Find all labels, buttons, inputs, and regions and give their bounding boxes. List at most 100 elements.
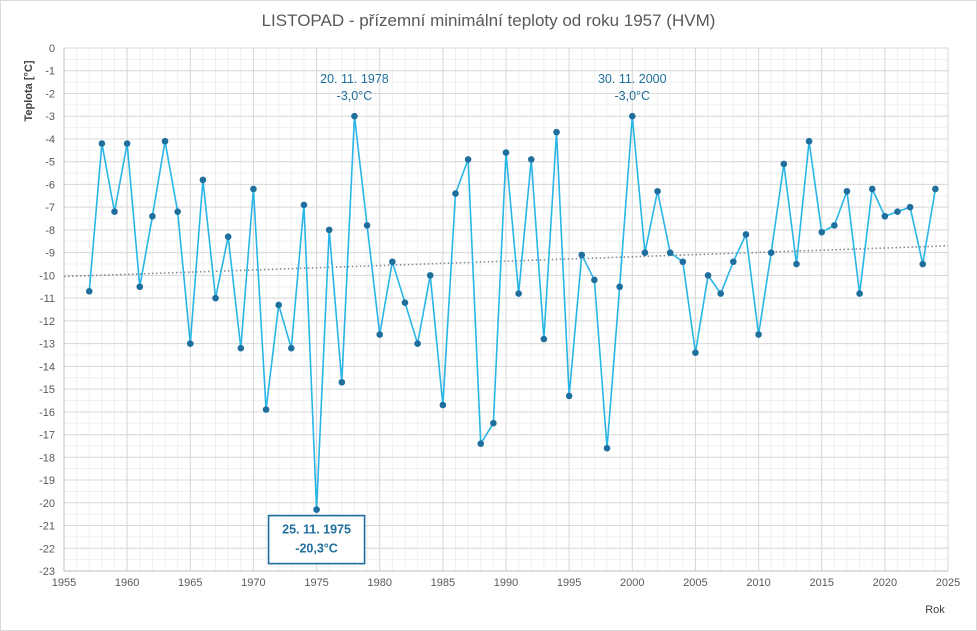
data-point [767, 249, 775, 256]
data-point [793, 260, 800, 268]
y-tick-label: -12 [39, 316, 55, 328]
data-point [351, 112, 358, 120]
data-point [250, 185, 257, 193]
data-point [275, 301, 282, 309]
data-point [338, 378, 346, 386]
chart-title: LISTOPAD - přízemní minimální teploty od… [261, 11, 716, 30]
data-point [426, 272, 434, 279]
data-point [98, 140, 106, 147]
x-tick-label: 2010 [746, 577, 770, 589]
y-tick-label: -3 [45, 111, 55, 123]
x-tick-label: 1970 [241, 577, 265, 589]
data-point [300, 201, 308, 209]
y-tick-label: 0 [49, 43, 55, 55]
data-point [376, 331, 384, 338]
data-point [186, 340, 194, 347]
data-point [149, 212, 156, 220]
data-point [325, 226, 333, 234]
data-point [818, 228, 826, 236]
x-axis-title: Rok [925, 604, 945, 616]
data-point [553, 128, 560, 136]
x-tick-label: 2020 [873, 577, 897, 589]
y-axis-title: Teplota [°C] [23, 60, 35, 121]
axes: 1955 1960 1965 1970 1975 1980 1985 1990 1995 2000… [39, 43, 960, 589]
data-point [262, 406, 270, 413]
data-point [111, 208, 118, 216]
x-tick-label: 2000 [620, 577, 644, 589]
data-point [856, 290, 863, 297]
y-tick-label: -11 [40, 293, 55, 305]
data-point [389, 258, 396, 266]
y-tick-label: -17 [39, 430, 55, 442]
data-point [123, 140, 131, 147]
y-tick-label: -6 [45, 179, 55, 191]
grid [63, 47, 949, 572]
data-point [843, 187, 851, 195]
annotation-label: -3,0°C [614, 89, 650, 103]
data-point [666, 249, 674, 256]
data-point [894, 208, 901, 216]
annotations: 20. 11. 1978 -3,0°C 30. 11. 2000 -3,0°C 25. … [267, 72, 667, 565]
data-point [363, 222, 371, 229]
annotation-label: 30. 11. 2000 [598, 72, 667, 86]
data-point [212, 294, 219, 302]
y-tick-label: -16 [39, 407, 55, 419]
y-tick-label: -9 [45, 248, 55, 260]
data-point [452, 190, 459, 197]
x-tick-label: 1980 [367, 577, 391, 589]
data-point [414, 340, 421, 347]
data-point [288, 344, 295, 352]
y-tick-label: -10 [39, 270, 55, 282]
data-point [742, 231, 750, 238]
y-tick-label: -19 [39, 475, 55, 487]
data-point [464, 156, 472, 163]
annotation-label: 25. 11. 1975 [282, 523, 351, 537]
y-tick-label: -4 [45, 134, 55, 146]
annotation-label: -20,3°C [295, 542, 338, 556]
data-point [161, 137, 169, 145]
data-point [717, 290, 724, 297]
data-point [881, 212, 889, 220]
data-point [85, 288, 93, 295]
data-point [654, 187, 661, 195]
data-point [490, 419, 497, 427]
data-point [603, 444, 611, 452]
data-point [591, 276, 598, 284]
data-point [780, 160, 788, 168]
y-tick-label: -14 [39, 361, 55, 373]
series-line [88, 115, 937, 511]
data-point [679, 258, 687, 266]
data-point [932, 185, 939, 193]
data-point [831, 222, 838, 229]
data-point [515, 290, 522, 297]
data-point [199, 176, 207, 184]
data-point [616, 283, 623, 291]
annotation-box [267, 514, 366, 565]
data-point [692, 349, 699, 357]
x-tick-label: 1955 [52, 577, 76, 589]
data-point [527, 156, 535, 163]
data-point [868, 185, 876, 193]
data-point [439, 401, 447, 409]
x-tick-label: 2025 [936, 577, 960, 589]
y-tick-label: -21 [39, 521, 55, 533]
y-tick-label: -18 [39, 452, 55, 464]
x-tick-label: 1995 [557, 577, 581, 589]
data-point [578, 251, 586, 259]
data-point [502, 149, 510, 156]
x-tick-label: 2015 [809, 577, 833, 589]
y-tick-label: -22 [39, 543, 55, 555]
data-point [565, 392, 573, 400]
data-point [237, 344, 245, 352]
data-point [919, 260, 927, 268]
x-tick-label: 1965 [178, 577, 202, 589]
data-point [136, 283, 144, 291]
y-tick-label: -2 [45, 88, 55, 100]
data-point [628, 112, 636, 120]
data-point [704, 272, 712, 279]
x-tick-label: 1990 [494, 577, 518, 589]
series [85, 112, 939, 513]
data-point [755, 331, 762, 338]
data-point [730, 258, 737, 266]
